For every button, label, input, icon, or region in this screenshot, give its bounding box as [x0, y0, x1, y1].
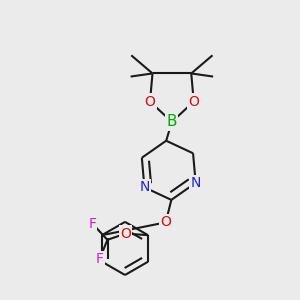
Text: N: N — [190, 176, 201, 190]
Text: O: O — [160, 215, 171, 230]
Text: O: O — [145, 94, 155, 109]
Text: N: N — [139, 180, 150, 194]
Text: F: F — [96, 252, 104, 266]
Text: O: O — [120, 226, 131, 241]
Text: O: O — [188, 94, 199, 109]
Text: F: F — [88, 217, 96, 231]
Text: B: B — [167, 114, 177, 129]
